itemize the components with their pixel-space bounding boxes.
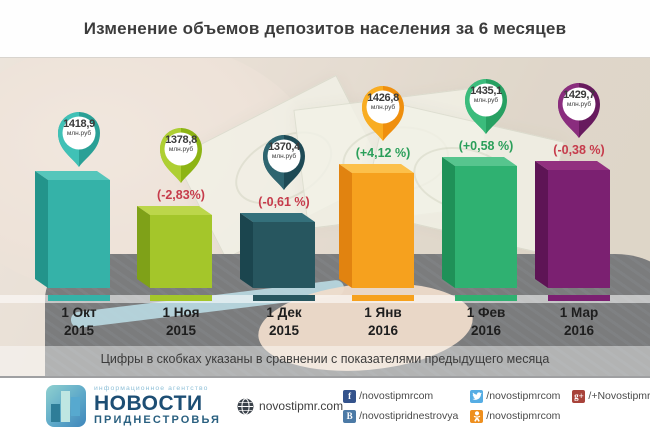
- vk-icon: B: [343, 409, 357, 423]
- value-pin: 1426,8 млн.руб: [359, 85, 407, 142]
- x-axis-label: 1 Фев 2016: [466, 305, 506, 338]
- x-axis-label: 1 Янв 2016: [364, 305, 402, 338]
- social-link-odnoklassniki[interactable]: /novostipmrcom: [470, 409, 561, 423]
- percent-change-label: (+0,58 %): [458, 139, 514, 153]
- facebook-icon: f: [343, 389, 357, 403]
- note-text: Цифры в скобках указаны в сравнении с по…: [100, 352, 550, 366]
- percent-change-label: (-0,38 %): [553, 143, 605, 157]
- x-axis-label: 1 Дек 2015: [266, 305, 302, 338]
- social-handle: /novostipmrcom: [359, 390, 434, 402]
- agency-logo: информационное агентство НОВОСТИ ПРИДНЕС…: [46, 385, 221, 427]
- value-pin: 1435,1 млн.руб: [462, 78, 510, 135]
- agency-name: НОВОСТИ: [94, 392, 203, 416]
- note-band: [0, 346, 650, 376]
- pin-value: 1426,8 млн.руб: [367, 92, 399, 111]
- x-axis-label: 1 Окт 2015: [61, 305, 97, 338]
- twitter-icon: [470, 389, 484, 403]
- social-links: f /novostipmrcom B /novostipridnestrovya …: [343, 388, 650, 425]
- value-pin: 1378,8 млн.руб: [157, 127, 205, 184]
- x-axis-label: 1 Мар 2016: [559, 305, 599, 338]
- bar: [240, 213, 315, 288]
- website-link[interactable]: novostipmr.com: [237, 397, 344, 415]
- social-link-twitter[interactable]: /novostipmrcom: [470, 389, 561, 403]
- title-bar: Изменение объемов депозитов населения за…: [0, 0, 650, 57]
- bar: [35, 171, 110, 288]
- pin-value: 1378,8 млн.руб: [165, 134, 197, 153]
- agency-logo-icon: [46, 385, 86, 427]
- axis-tick-strip: [455, 295, 517, 301]
- bar: [137, 206, 212, 288]
- bar-columns: 1 Окт 2015 1418,9 млн.руб 1 Ноя 2015: [0, 58, 650, 376]
- bar: [535, 161, 610, 288]
- axis-tick-strip: [150, 295, 212, 301]
- value-pin: 1418,9 млн.руб: [55, 111, 103, 168]
- value-pin: 1370,4 млн.руб: [260, 134, 308, 191]
- bar: [339, 164, 414, 288]
- website-url: novostipmr.com: [259, 399, 344, 413]
- percent-change-label: (+4,12 %): [355, 146, 411, 160]
- social-handle: /novostipridnestrovya: [359, 410, 459, 422]
- agency-name-2: ПРИДНЕСТРОВЬЯ: [94, 414, 222, 427]
- page-title: Изменение объемов депозитов населения за…: [83, 18, 567, 38]
- x-axis-label: 1 Ноя 2015: [162, 305, 200, 338]
- social-handle: /+Novostipmr: [588, 390, 650, 402]
- chart-area: 1 Окт 2015 1418,9 млн.руб 1 Ноя 2015: [0, 57, 650, 376]
- axis-band: [0, 295, 650, 303]
- axis-tick-strip: [48, 295, 110, 301]
- pin-value: 1418,9 млн.руб: [63, 118, 95, 137]
- pin-value: 1370,4 млн.руб: [268, 141, 300, 160]
- axis-tick-strip: [548, 295, 610, 301]
- googleplus-icon: g+: [572, 389, 586, 403]
- pin-value: 1429,7 млн.руб: [563, 89, 595, 108]
- bar: [442, 157, 517, 288]
- globe-icon: [237, 397, 254, 415]
- percent-change-label: (-2,83%): [157, 188, 205, 202]
- footer: информационное агентство НОВОСТИ ПРИДНЕС…: [0, 376, 650, 434]
- social-link-facebook[interactable]: f /novostipmrcom: [343, 389, 458, 403]
- social-handle: /novostipmrcom: [486, 410, 561, 422]
- agency-tagline: информационное агентство: [94, 384, 209, 392]
- percent-change-label: (-0,61 %): [258, 195, 310, 209]
- social-handle: /novostipmrcom: [486, 390, 561, 402]
- odnoklassniki-icon: [470, 409, 484, 423]
- axis-tick-strip: [352, 295, 414, 301]
- pin-value: 1435,1 млн.руб: [470, 85, 502, 104]
- social-link-googleplus[interactable]: g+ /+Novostipmr: [572, 389, 650, 403]
- value-pin: 1429,7 млн.руб: [555, 82, 603, 139]
- axis-tick-strip: [253, 295, 315, 301]
- social-link-vk[interactable]: B /novostipridnestrovya: [343, 409, 459, 423]
